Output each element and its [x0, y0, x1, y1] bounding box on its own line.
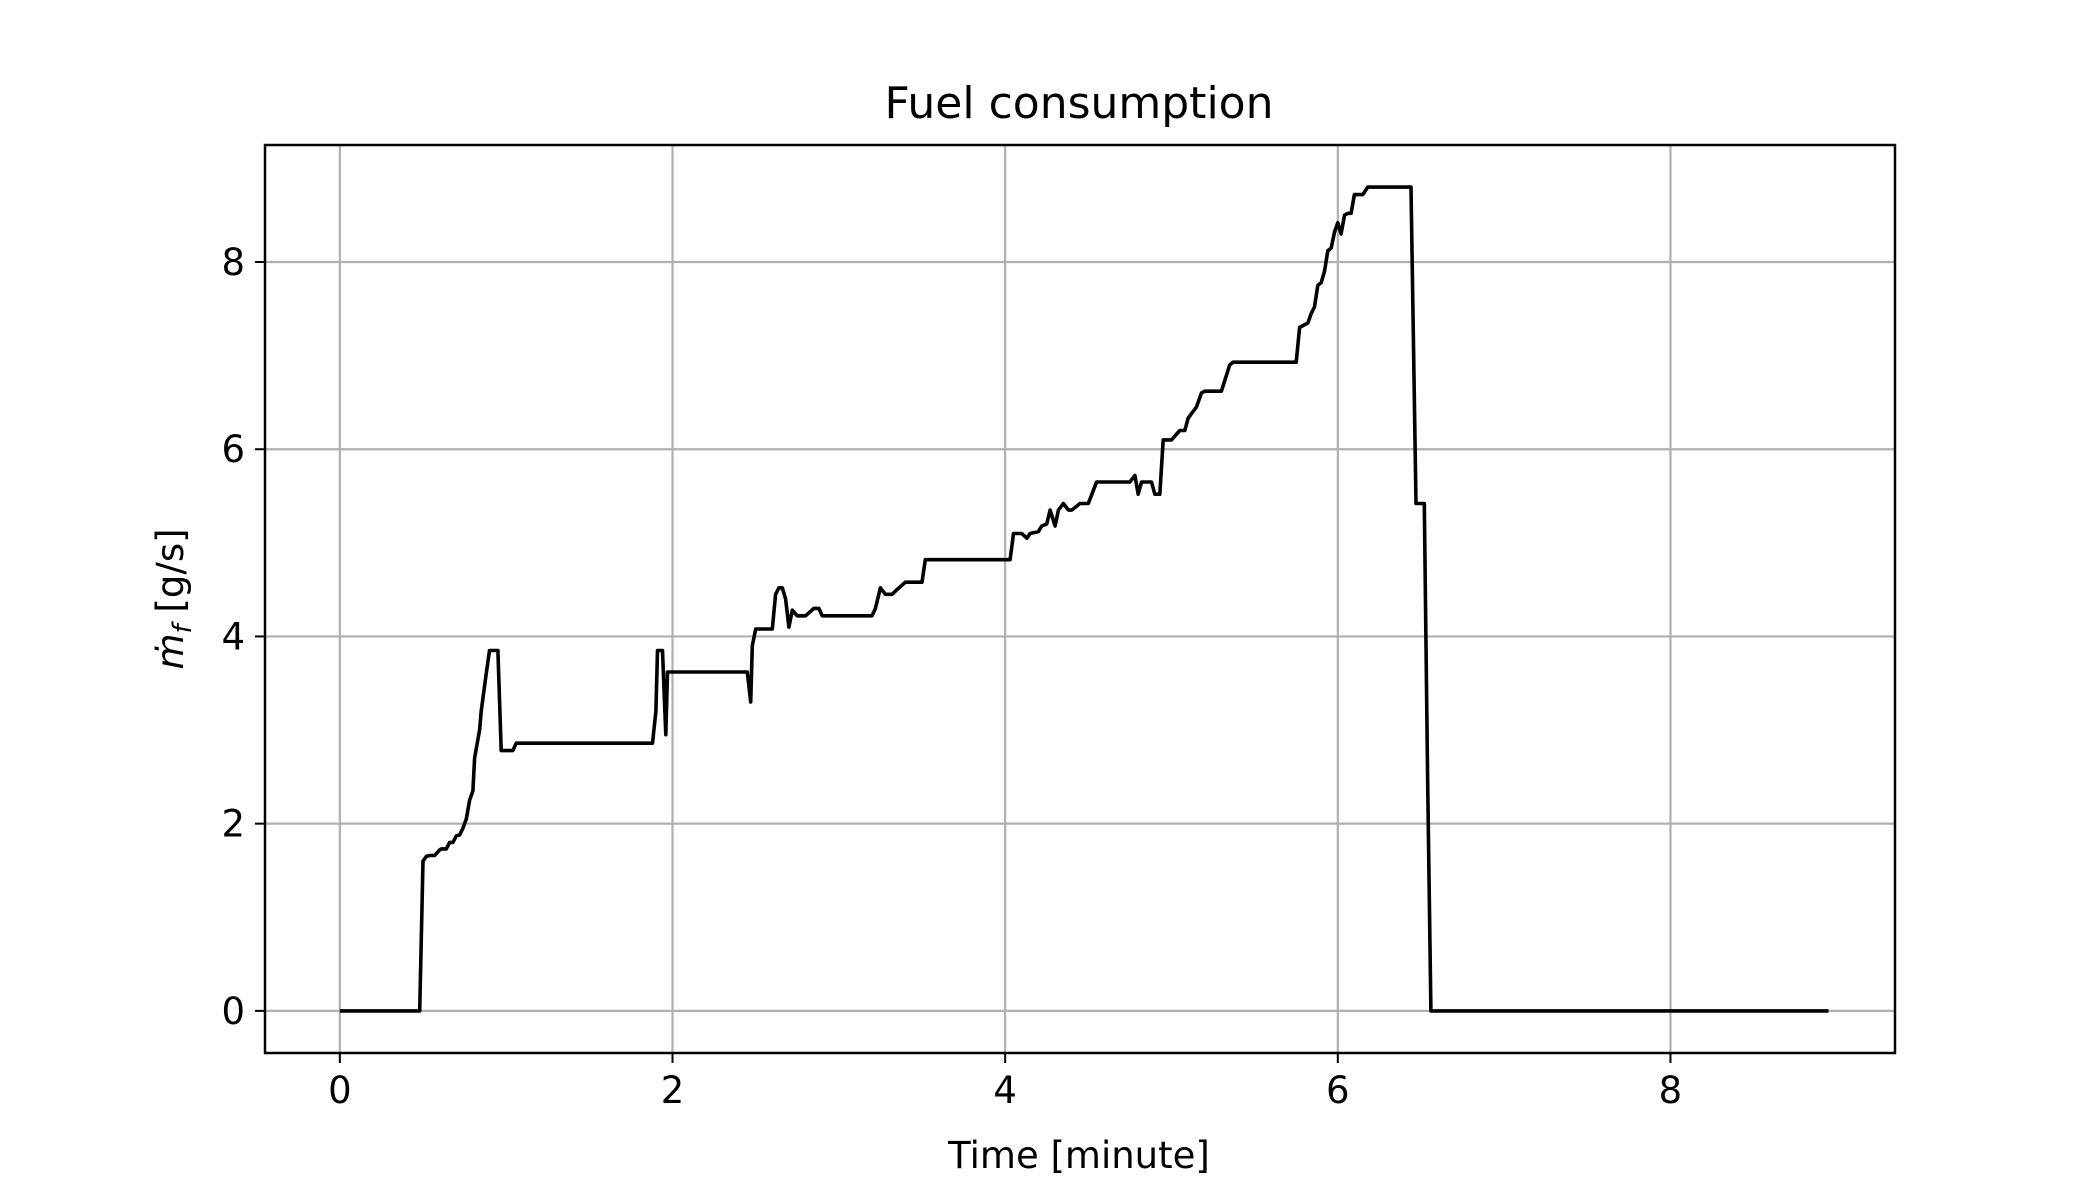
fuel-consumption-line	[339, 185, 1829, 1013]
x-axis-label: Time [minute]	[947, 1134, 1210, 1177]
y-axis-label-unit: [g/s]	[149, 528, 192, 624]
x-tick-label: 6	[1326, 1069, 1350, 1112]
x-axis: 0 2 4 6 8	[328, 1053, 1682, 1112]
x-tick-label: 8	[1659, 1069, 1683, 1112]
y-axis: 0 2 4 6 8	[221, 241, 265, 1033]
plot-area	[339, 185, 1829, 1013]
y-tick-label: 4	[221, 615, 245, 658]
x-tick-label: 4	[993, 1069, 1017, 1112]
y-tick-label: 2	[221, 803, 245, 846]
axes-frame	[263, 143, 1897, 1055]
grid	[265, 145, 1895, 1053]
y-tick-label: 8	[221, 241, 245, 284]
y-axis-label-base: ṁ	[149, 633, 192, 669]
x-tick-label: 2	[661, 1069, 685, 1112]
x-tick-label: 0	[328, 1069, 352, 1112]
y-tick-label: 6	[221, 428, 245, 471]
chart-title: Fuel consumption	[885, 78, 1274, 129]
y-axis-label: ṁf [g/s]	[149, 528, 198, 669]
y-tick-label: 0	[221, 990, 245, 1033]
